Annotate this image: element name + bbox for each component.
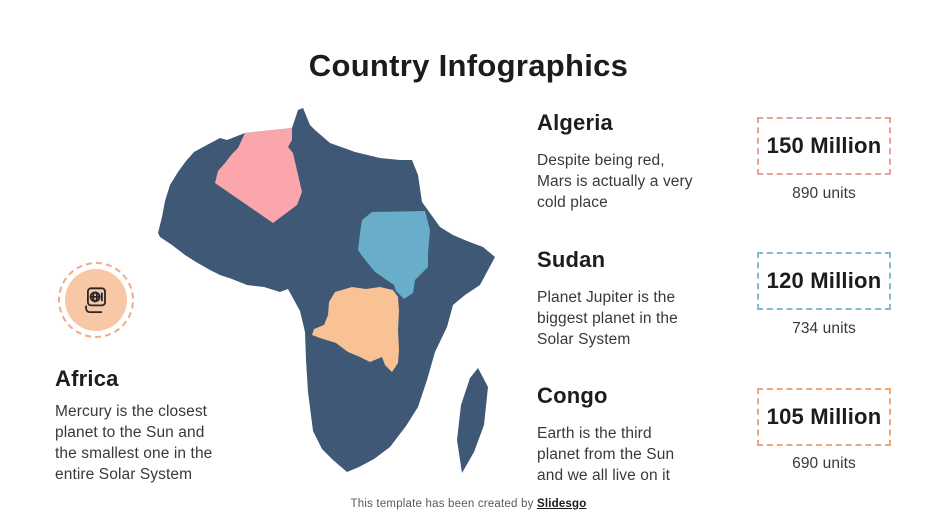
stat-units: 734 units bbox=[792, 320, 856, 337]
country-description: Planet Jupiter is the biggest planet in … bbox=[537, 289, 678, 348]
stat-value: 105 Million bbox=[766, 404, 882, 429]
africa-description-line: planet to the Sun and bbox=[55, 424, 205, 441]
stat-units: 690 units bbox=[792, 455, 856, 472]
africa-description: Mercury is the closest planet to the Sun… bbox=[55, 401, 212, 485]
footer-brand-link[interactable]: Slidesgo bbox=[536, 498, 587, 510]
map-region-sudan bbox=[358, 211, 430, 299]
country-name: Sudan bbox=[537, 247, 606, 272]
map-region-congo bbox=[312, 287, 399, 372]
africa-description-line: the smallest one in the bbox=[55, 445, 213, 462]
feature-badge-ring bbox=[58, 262, 134, 338]
africa-map bbox=[158, 108, 495, 473]
map-island-madagascar bbox=[457, 368, 488, 473]
passport-icon bbox=[85, 287, 106, 314]
country-section-algeria: Algeria Despite being red, Mars is actua… bbox=[537, 110, 737, 213]
stat-box-algeria: 150 Million bbox=[757, 117, 891, 175]
country-description: Despite being red, Mars is actually a ve… bbox=[537, 152, 693, 211]
page-title: Country Infographics bbox=[308, 48, 629, 83]
country-name: Congo bbox=[537, 383, 608, 408]
stat-units: 890 units bbox=[792, 185, 856, 202]
stat-value: 120 Million bbox=[766, 268, 882, 293]
country-section-congo: Congo Earth is the third planet from the… bbox=[537, 383, 737, 486]
country-section-sudan: Sudan Planet Jupiter is the biggest plan… bbox=[537, 247, 737, 350]
footer-credit: This template has been created by Slides… bbox=[0, 498, 937, 510]
stat-box-sudan: 120 Million bbox=[757, 252, 891, 310]
stat-value: 150 Million bbox=[766, 133, 882, 158]
map-region-algeria bbox=[215, 128, 302, 223]
country-name: Algeria bbox=[537, 110, 613, 135]
africa-heading: Africa bbox=[55, 366, 119, 391]
stat-box-congo: 105 Million bbox=[757, 388, 891, 446]
africa-description-line: Mercury is the closest bbox=[55, 403, 208, 420]
feature-badge bbox=[65, 269, 127, 331]
africa-description-line: entire Solar System bbox=[55, 466, 193, 483]
country-description: Earth is the third planet from the Sun a… bbox=[537, 425, 675, 484]
footer-text: This template has been created by bbox=[350, 498, 534, 510]
